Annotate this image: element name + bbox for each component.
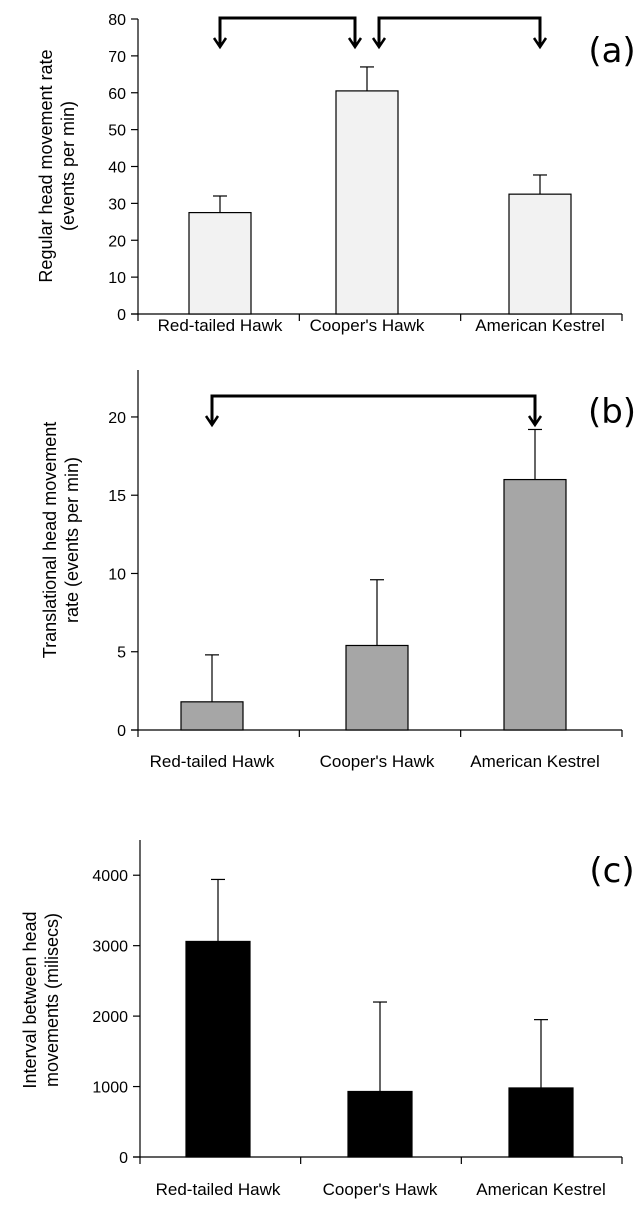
y-tick-label: 1000 (92, 1080, 128, 1097)
x-tick-label: Cooper's Hawk (310, 316, 425, 335)
y-axis-label-line: (events per min) (58, 101, 78, 231)
bar (189, 213, 251, 314)
bar (336, 91, 398, 314)
y-tick-label: 20 (108, 233, 126, 250)
y-tick-label: 3000 (92, 939, 128, 956)
y-tick-label: 4000 (92, 868, 128, 885)
y-axis-label-line: Interval between head (20, 911, 40, 1088)
bar (181, 702, 243, 730)
y-axis-label-line: Regular head movement rate (36, 49, 56, 282)
y-axis-label-line: movements (milisecs) (42, 913, 62, 1087)
y-tick-label: 40 (108, 160, 126, 177)
y-axis-label-line: rate (events per min) (62, 457, 82, 623)
significance-bracket (212, 396, 535, 424)
y-axis-label-line: Translational head movement (40, 422, 60, 658)
bar (348, 1091, 412, 1157)
y-tick-label: 10 (108, 270, 126, 287)
bar (504, 480, 566, 730)
x-tick-label: American Kestrel (476, 1180, 605, 1199)
y-tick-label: 50 (108, 123, 126, 140)
y-tick-label: 2000 (92, 1009, 128, 1026)
bar (509, 194, 571, 314)
y-tick-label: 20 (108, 410, 126, 427)
chart-panel-1: 0 10 20 30 40 50 60 70 80 Red-tailed Hawk Cooper's… (36, 12, 636, 335)
y-tick-label: 30 (108, 196, 126, 213)
x-tick-label: Cooper's Hawk (323, 1180, 438, 1199)
y-tick-label: 15 (108, 488, 126, 505)
panel-label: (a) (588, 31, 635, 71)
y-tick-label: 5 (117, 645, 126, 662)
y-tick-label: 80 (108, 12, 126, 29)
y-tick-label: 10 (108, 566, 126, 583)
panel-label: (b) (588, 392, 636, 432)
x-tick-label: Red-tailed Hawk (156, 1180, 281, 1199)
y-axis-label: Translational head movement rate (events … (40, 422, 82, 658)
significance-bracket (220, 18, 355, 46)
y-axis-label: Regular head movement rate (events per mi… (36, 49, 78, 282)
x-tick-label: Red-tailed Hawk (150, 752, 275, 771)
x-tick-label: American Kestrel (470, 752, 599, 771)
x-tick-label: American Kestrel (475, 316, 604, 335)
x-tick-label: Red-tailed Hawk (158, 316, 283, 335)
bar (346, 645, 408, 730)
y-tick-label: 0 (117, 723, 126, 740)
y-tick-label: 0 (117, 307, 126, 324)
y-axis-label: Interval between head movements (milisecs… (20, 911, 62, 1088)
y-tick-label: 70 (108, 49, 126, 66)
significance-bracket (379, 18, 540, 46)
panel-label: (c) (589, 851, 634, 891)
y-tick-label: 60 (108, 86, 126, 103)
x-tick-label: Cooper's Hawk (320, 752, 435, 771)
bar (186, 941, 250, 1157)
bar (509, 1088, 573, 1157)
chart-panel-3: 0 1000 2000 3000 4000 Red-tailed Hawk Cooper's… (20, 840, 635, 1199)
chart-panel-2: 0 5 10 15 20 Red-tailed Hawk Cooper's Hawk Amer… (40, 370, 636, 771)
y-tick-label: 0 (119, 1150, 128, 1167)
